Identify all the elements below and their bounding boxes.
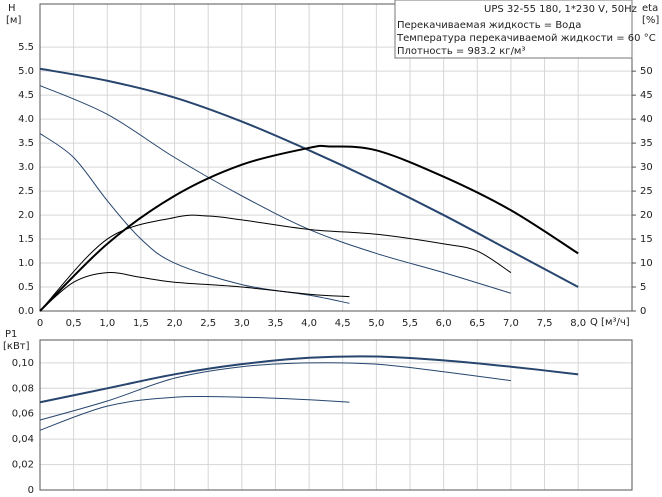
y-tick-label: 0,10 (12, 358, 34, 369)
curve (39, 144, 579, 312)
y-tick-label: 1.5 (18, 234, 34, 245)
x-tick-label: 7,5 (537, 318, 553, 329)
y-tick-label: 5.0 (18, 66, 34, 77)
curve (39, 355, 579, 404)
x-tick-label: 3,5 (268, 318, 284, 329)
y-tick-label: 0,08 (12, 383, 34, 394)
curve (39, 395, 350, 431)
y-tick-label: 5.5 (18, 42, 34, 53)
x-tick-label: 7,0 (503, 318, 519, 329)
x-tick-label: 0,5 (66, 318, 82, 329)
x-tick-label: 1,0 (99, 318, 115, 329)
y2-tick-label: 15 (640, 234, 653, 245)
y2-tick-label: 35 (640, 138, 653, 149)
y2-tick-label: 30 (640, 162, 653, 173)
x-tick-label: 4,0 (301, 318, 317, 329)
x-tick-label: 4,5 (335, 318, 351, 329)
curve (39, 362, 511, 421)
y2-unit: [%] (642, 15, 659, 26)
info-box (394, 0, 633, 59)
y-tick-label: 2.5 (18, 186, 34, 197)
y2-tick-label: 20 (640, 210, 653, 221)
x-tick-label: 6,5 (469, 318, 485, 329)
y-tick-label: 4.5 (18, 90, 34, 101)
curve (39, 85, 512, 294)
curve (39, 67, 579, 288)
y-tick-label: 2.0 (18, 210, 34, 221)
x-tick-label: 3,0 (234, 318, 250, 329)
y-tick-label: 4.0 (18, 114, 34, 125)
y2-label: eta (642, 3, 658, 14)
x-tick-label: 5,0 (368, 318, 384, 329)
x-tick-label: 8,0 (570, 318, 586, 329)
y2-tick-label: 0 (640, 306, 646, 317)
info-note: Плотность = 983.2 кг/м³ (397, 46, 526, 57)
info-note: Перекачиваемая жидкость = Вода (397, 20, 581, 31)
y-tick-label: 3.5 (18, 138, 34, 149)
y-unit: [кВт] (3, 341, 30, 352)
y-unit: [м] (6, 15, 21, 26)
x-label: Q [м³/ч] (590, 317, 630, 328)
x-tick-label: 6,0 (436, 318, 452, 329)
y-tick-label: 0.0 (18, 306, 34, 317)
x-tick-label: 0 (37, 318, 43, 329)
y-label: P1 (5, 329, 17, 340)
y-label: H (8, 3, 16, 14)
y2-tick-label: 50 (640, 66, 653, 77)
y2-tick-label: 5 (640, 282, 646, 293)
x-tick-label: 1,5 (133, 318, 149, 329)
y2-tick-label: 45 (640, 90, 653, 101)
y2-tick-label: 25 (640, 186, 653, 197)
plot-frame (39, 3, 633, 312)
y-tick-label: 3.0 (18, 162, 34, 173)
y-tick-label: 0,04 (12, 434, 34, 445)
y-tick-label: 0 (28, 485, 34, 496)
info-title: UPS 32-55 180, 1*230 V, 50Hz (484, 4, 637, 15)
plot-frame (39, 339, 633, 491)
y-tick-label: 1.0 (18, 258, 34, 269)
curve (39, 272, 350, 312)
x-tick-label: 2,5 (200, 318, 216, 329)
x-tick-label: 5,5 (402, 318, 418, 329)
y2-tick-label: 40 (640, 114, 653, 125)
curve (39, 214, 512, 312)
y-tick-label: 0,02 (12, 460, 34, 471)
y-tick-label: 0.5 (18, 282, 34, 293)
info-note: Температура перекачиваемой жидкости = 60… (396, 33, 656, 44)
y-tick-label: 0,06 (12, 409, 34, 420)
curve (39, 133, 350, 304)
y2-tick-label: 10 (640, 258, 653, 269)
x-tick-label: 2,0 (167, 318, 183, 329)
